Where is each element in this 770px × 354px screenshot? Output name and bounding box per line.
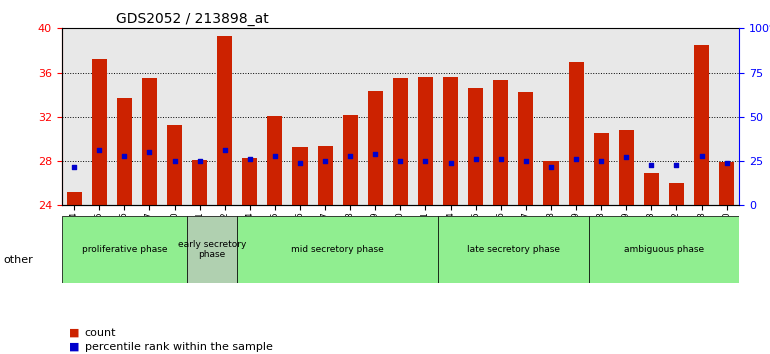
Bar bbox=[518, 92, 534, 205]
Point bbox=[470, 156, 482, 162]
Bar bbox=[243, 158, 257, 205]
Point bbox=[219, 147, 231, 153]
Point bbox=[671, 162, 683, 168]
Bar bbox=[468, 88, 484, 205]
Point bbox=[595, 158, 608, 164]
Text: ■: ■ bbox=[69, 342, 80, 352]
Text: early secretory
phase: early secretory phase bbox=[178, 240, 246, 259]
Text: mid secretory phase: mid secretory phase bbox=[291, 245, 384, 254]
FancyBboxPatch shape bbox=[62, 216, 187, 283]
Point bbox=[520, 158, 532, 164]
Bar bbox=[694, 45, 709, 205]
Bar bbox=[368, 91, 383, 205]
Point bbox=[243, 156, 256, 162]
Point bbox=[193, 158, 206, 164]
Point bbox=[169, 158, 181, 164]
Bar bbox=[619, 130, 634, 205]
Point bbox=[319, 158, 331, 164]
FancyBboxPatch shape bbox=[588, 216, 739, 283]
Point bbox=[143, 149, 156, 155]
FancyBboxPatch shape bbox=[187, 216, 237, 283]
Bar bbox=[418, 77, 433, 205]
Bar bbox=[267, 116, 283, 205]
Point bbox=[545, 164, 557, 170]
Bar bbox=[67, 192, 82, 205]
Bar bbox=[167, 125, 182, 205]
Point bbox=[294, 160, 306, 166]
Text: proliferative phase: proliferative phase bbox=[82, 245, 167, 254]
Bar bbox=[544, 161, 558, 205]
Point bbox=[420, 158, 432, 164]
Bar bbox=[594, 133, 609, 205]
Bar bbox=[568, 62, 584, 205]
Text: count: count bbox=[85, 328, 116, 338]
Bar bbox=[293, 147, 307, 205]
Point bbox=[344, 153, 357, 158]
Bar bbox=[117, 98, 132, 205]
Point bbox=[369, 152, 381, 157]
Point bbox=[570, 156, 582, 162]
Bar bbox=[92, 59, 107, 205]
Bar bbox=[494, 80, 508, 205]
Bar bbox=[443, 77, 458, 205]
Point bbox=[269, 153, 281, 158]
Bar bbox=[142, 78, 157, 205]
Text: ■: ■ bbox=[69, 328, 80, 338]
Point bbox=[645, 162, 658, 168]
Point bbox=[444, 160, 457, 166]
Bar bbox=[644, 173, 659, 205]
Bar bbox=[192, 160, 207, 205]
Point bbox=[721, 160, 733, 166]
Point bbox=[494, 156, 507, 162]
Text: ambiguous phase: ambiguous phase bbox=[624, 245, 704, 254]
Bar bbox=[669, 183, 684, 205]
Bar bbox=[393, 78, 408, 205]
FancyBboxPatch shape bbox=[438, 216, 588, 283]
FancyBboxPatch shape bbox=[237, 216, 438, 283]
Point bbox=[118, 153, 130, 158]
Text: late secretory phase: late secretory phase bbox=[467, 245, 560, 254]
Bar bbox=[217, 36, 233, 205]
Point bbox=[68, 164, 80, 170]
Bar bbox=[719, 162, 734, 205]
Text: GDS2052 / 213898_at: GDS2052 / 213898_at bbox=[116, 12, 269, 26]
Point bbox=[93, 147, 105, 153]
Point bbox=[394, 158, 407, 164]
Bar bbox=[317, 145, 333, 205]
Text: other: other bbox=[4, 255, 34, 265]
Text: percentile rank within the sample: percentile rank within the sample bbox=[85, 342, 273, 352]
Bar bbox=[343, 115, 358, 205]
Point bbox=[620, 154, 632, 159]
Point bbox=[695, 153, 708, 158]
